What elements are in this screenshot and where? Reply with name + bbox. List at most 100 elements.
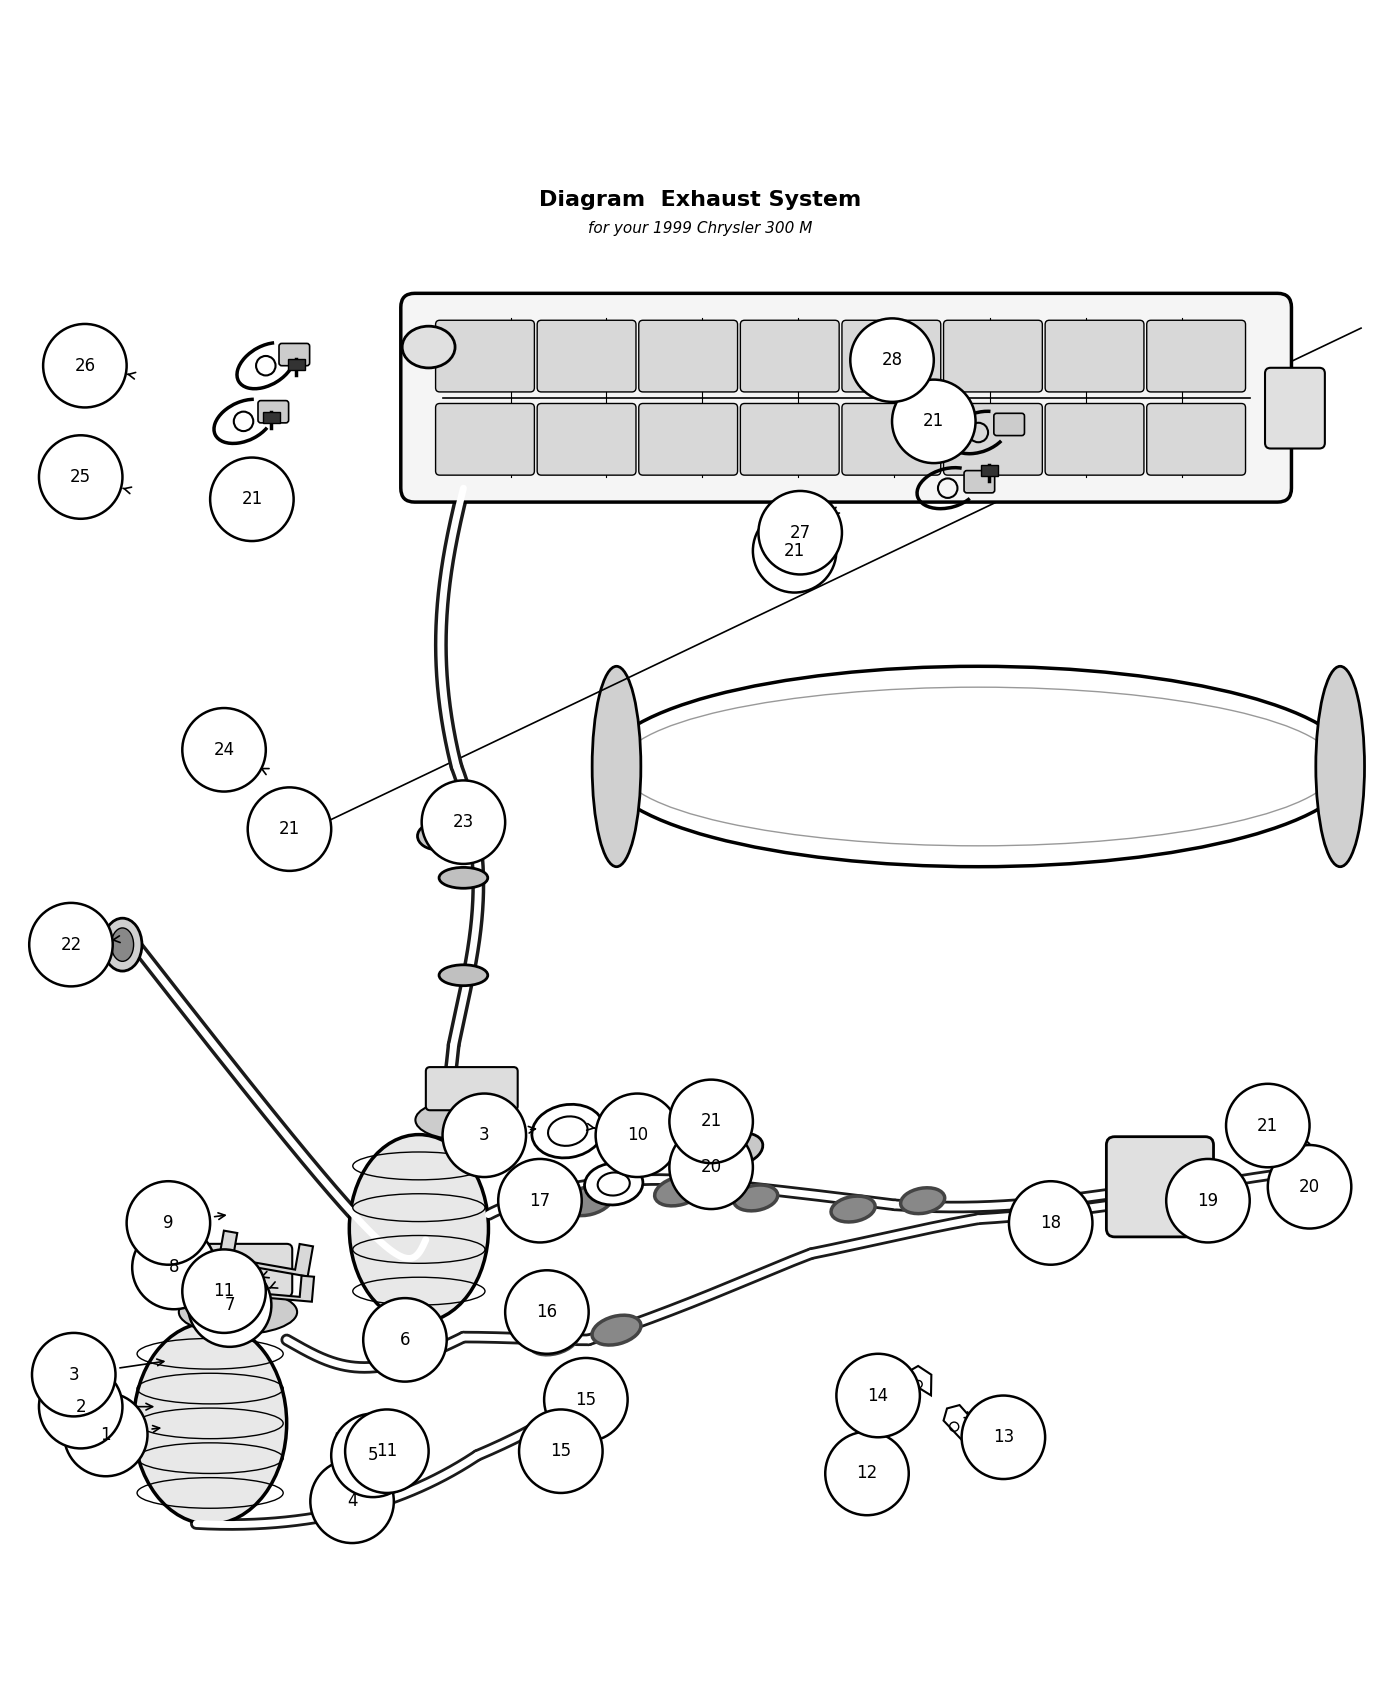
Text: 4: 4: [347, 1493, 357, 1510]
Polygon shape: [218, 1231, 314, 1277]
Circle shape: [1009, 1182, 1092, 1265]
Circle shape: [1268, 1146, 1351, 1229]
Circle shape: [182, 707, 266, 792]
FancyBboxPatch shape: [981, 464, 998, 476]
FancyBboxPatch shape: [953, 411, 970, 423]
Text: 21: 21: [279, 819, 300, 838]
Ellipse shape: [1280, 1159, 1331, 1195]
Ellipse shape: [832, 1197, 875, 1222]
Text: for your 1999 Chrysler 300 M: for your 1999 Chrysler 300 M: [588, 221, 812, 236]
Text: 21: 21: [784, 542, 805, 559]
Ellipse shape: [508, 1176, 557, 1205]
FancyBboxPatch shape: [279, 343, 309, 366]
Text: 21: 21: [1257, 1117, 1278, 1134]
Text: 9: 9: [164, 1214, 174, 1232]
Ellipse shape: [592, 1316, 641, 1345]
FancyBboxPatch shape: [1147, 320, 1246, 393]
Text: 23: 23: [452, 813, 475, 831]
Circle shape: [188, 1263, 272, 1346]
FancyBboxPatch shape: [258, 401, 288, 423]
Polygon shape: [228, 1270, 314, 1302]
FancyBboxPatch shape: [288, 359, 305, 371]
Ellipse shape: [104, 918, 141, 971]
FancyBboxPatch shape: [1249, 1122, 1266, 1132]
Text: 18: 18: [1040, 1214, 1061, 1232]
FancyBboxPatch shape: [638, 403, 738, 476]
Circle shape: [753, 508, 836, 593]
Text: 26: 26: [74, 357, 95, 374]
Text: 5: 5: [368, 1447, 378, 1464]
Circle shape: [32, 1333, 115, 1416]
Ellipse shape: [349, 1134, 489, 1323]
Text: 13: 13: [993, 1428, 1014, 1447]
FancyBboxPatch shape: [741, 320, 839, 393]
Ellipse shape: [402, 326, 455, 367]
FancyBboxPatch shape: [190, 1244, 293, 1297]
Text: 8: 8: [168, 1258, 179, 1277]
Circle shape: [29, 903, 113, 986]
FancyBboxPatch shape: [841, 320, 941, 393]
Circle shape: [519, 1409, 602, 1493]
Text: 21: 21: [700, 1112, 722, 1130]
Text: 21: 21: [241, 490, 263, 508]
Ellipse shape: [532, 1105, 603, 1158]
Ellipse shape: [592, 666, 641, 867]
Ellipse shape: [620, 687, 1337, 847]
Circle shape: [669, 1080, 753, 1163]
Ellipse shape: [112, 928, 133, 960]
Text: 6: 6: [400, 1331, 410, 1348]
Text: 3: 3: [69, 1365, 78, 1384]
Circle shape: [1166, 1159, 1250, 1243]
Circle shape: [421, 780, 505, 864]
FancyBboxPatch shape: [435, 320, 535, 393]
Ellipse shape: [602, 666, 1354, 867]
Ellipse shape: [416, 1100, 505, 1139]
Text: 10: 10: [627, 1127, 648, 1144]
Circle shape: [126, 1182, 210, 1265]
Ellipse shape: [564, 1187, 613, 1216]
Circle shape: [850, 318, 934, 401]
Ellipse shape: [655, 1176, 704, 1205]
Circle shape: [442, 1093, 526, 1176]
Circle shape: [132, 1226, 216, 1309]
Circle shape: [311, 1460, 393, 1544]
Text: 20: 20: [1299, 1178, 1320, 1195]
Text: 24: 24: [213, 741, 235, 758]
FancyBboxPatch shape: [965, 471, 994, 493]
FancyBboxPatch shape: [435, 403, 535, 476]
Ellipse shape: [440, 784, 487, 804]
Text: 21: 21: [923, 413, 945, 430]
FancyBboxPatch shape: [703, 1114, 720, 1124]
FancyBboxPatch shape: [400, 294, 1291, 502]
Circle shape: [836, 1353, 920, 1436]
FancyBboxPatch shape: [300, 823, 316, 833]
FancyBboxPatch shape: [944, 403, 1043, 476]
Circle shape: [248, 787, 332, 870]
FancyBboxPatch shape: [841, 403, 941, 476]
FancyBboxPatch shape: [994, 413, 1025, 435]
FancyBboxPatch shape: [741, 403, 839, 476]
Ellipse shape: [598, 1173, 630, 1195]
FancyBboxPatch shape: [263, 411, 280, 423]
Text: 14: 14: [868, 1387, 889, 1404]
Text: 17: 17: [529, 1192, 550, 1210]
Text: 12: 12: [857, 1464, 878, 1482]
Circle shape: [64, 1392, 147, 1476]
Circle shape: [595, 1093, 679, 1176]
Ellipse shape: [529, 1324, 578, 1355]
Ellipse shape: [734, 1185, 778, 1210]
Text: 25: 25: [70, 468, 91, 486]
FancyBboxPatch shape: [538, 403, 636, 476]
FancyBboxPatch shape: [538, 320, 636, 393]
Text: 15: 15: [550, 1442, 571, 1460]
FancyBboxPatch shape: [1046, 403, 1144, 476]
Polygon shape: [333, 1433, 413, 1469]
Text: 7: 7: [224, 1295, 235, 1314]
FancyBboxPatch shape: [1106, 1137, 1214, 1238]
Ellipse shape: [900, 1188, 945, 1214]
FancyBboxPatch shape: [638, 320, 738, 393]
Circle shape: [332, 1414, 414, 1498]
Text: 11: 11: [213, 1282, 235, 1300]
Text: 2: 2: [76, 1397, 85, 1416]
Text: 22: 22: [60, 935, 81, 954]
